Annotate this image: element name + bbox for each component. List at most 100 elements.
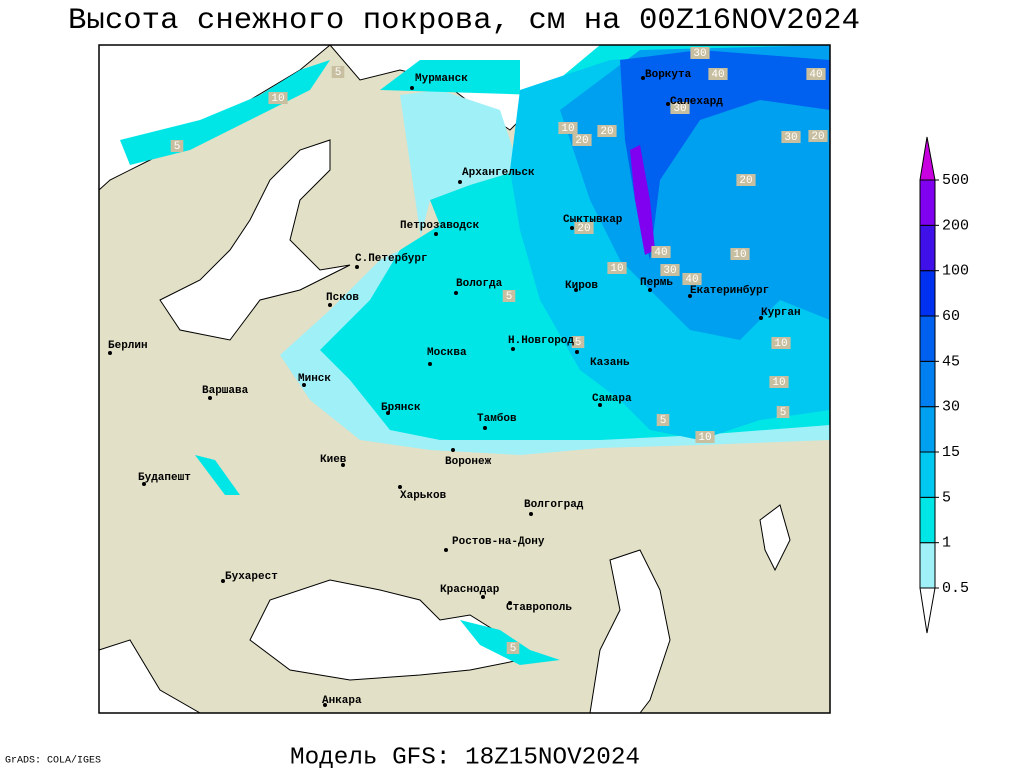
colorbar-segment [919,270,936,317]
contour-label-box [690,47,710,59]
city-dot [434,232,438,236]
colorbar-segment [919,179,936,226]
contour-label-box [331,66,345,78]
city-label: Сыктывкар [563,214,623,226]
city-dot [323,703,327,707]
model-caption: Модель GFS: 18Z15NOV2024 [290,744,640,768]
contour-label: 20 [577,223,590,235]
city-dot [208,396,212,400]
contour-label: 5 [335,67,342,79]
city-dot [386,411,390,415]
contour-label: 10 [610,263,623,275]
contour-label: 10 [733,249,746,261]
city-label: Петрозаводск [400,220,480,232]
city-dot [570,226,574,230]
contour-label-box [607,262,627,274]
contour-label: 40 [809,69,822,81]
city-label: Псков [326,292,359,304]
city-label: Минск [298,373,331,385]
colorbar-label: 15 [942,444,960,461]
city-dot [341,463,345,467]
contour-label: 10 [698,432,711,444]
contour-label-box [572,134,592,146]
city-dot [302,383,306,387]
contour-label: 40 [711,69,724,81]
contour-label: 5 [510,643,517,655]
city-label: Варшава [202,385,249,397]
city-label: Брянск [381,402,421,414]
colorbar-segment [919,224,936,272]
city-dot [108,351,112,355]
colorbar-below [919,587,936,634]
contour-label: 5 [174,141,181,153]
city-dot [410,86,414,90]
city-dot [759,316,763,320]
contour-label: 10 [772,377,785,389]
city-label: Киров [565,280,598,292]
city-label: Воркута [645,69,692,81]
city-label: Волгоград [524,499,584,511]
colorbar-label: 0.5 [942,580,969,597]
contour-label-box [708,68,728,80]
city-label: Харьков [400,490,447,502]
contour-label-box [660,264,680,276]
city-label: Киев [320,454,347,466]
contour-label-box [571,336,585,348]
contour-label-box [670,102,690,114]
colorbar-segment [919,360,936,408]
city-label: Самара [592,393,632,405]
contour-label: 40 [654,247,667,259]
contour-label-box [506,642,520,654]
city-dot [398,485,402,489]
contour-label: 10 [561,123,574,135]
map-frame [98,44,831,714]
city-dot [458,180,462,184]
contour-label-box [771,337,791,349]
city-dot [666,102,670,106]
colorbar-segment [919,315,936,362]
contour-label-box [656,414,670,426]
contour-label-box [730,248,750,260]
city-label: Воронеж [445,456,492,468]
contour-label-box [736,174,756,186]
contour-label-box [170,140,184,152]
contour-label-box [502,290,516,302]
contour-label: 20 [739,175,752,187]
contour-label: 10 [774,338,787,350]
city-label: Мурманск [415,73,468,85]
contour-label-box [808,130,828,142]
contour-label-box [574,222,594,234]
city-label: Москва [427,347,467,359]
contour-label: 20 [600,126,613,138]
city-dot [428,362,432,366]
city-label: Н.Новгород [508,335,574,347]
contour-label-box [597,125,617,137]
city-dot [688,294,692,298]
city-dot [444,548,448,552]
contour-label: 30 [673,103,686,115]
contour-label: 30 [693,48,706,60]
city-dot [355,265,359,269]
city-dot [451,448,455,452]
contour-label-box [682,273,702,285]
contour-label-box [781,131,801,143]
city-dot [641,76,645,80]
map-title: Высота снежного покрова, см на 00Z16NOV2… [68,4,860,38]
credit: GrADS: COLA/IGES [5,755,101,767]
contour-label-box [558,122,578,134]
city-label: Ростов-на-Дону [452,536,545,548]
colorbar-segment [919,496,936,544]
colorbar-label: 200 [942,217,969,234]
contour-label-box [769,376,789,388]
city-label: Ставрополь [506,602,572,614]
city-dot [598,403,602,407]
city-label: Будапешт [138,472,191,484]
city-label: Салехард [670,96,723,108]
contour-label-box [776,406,790,418]
colorbar-top [919,136,936,181]
contour-label-box [268,92,288,104]
city-dot [454,291,458,295]
contour-label: 30 [784,132,797,144]
city-label: Казань [590,357,630,369]
colorbar-label: 100 [942,263,969,280]
